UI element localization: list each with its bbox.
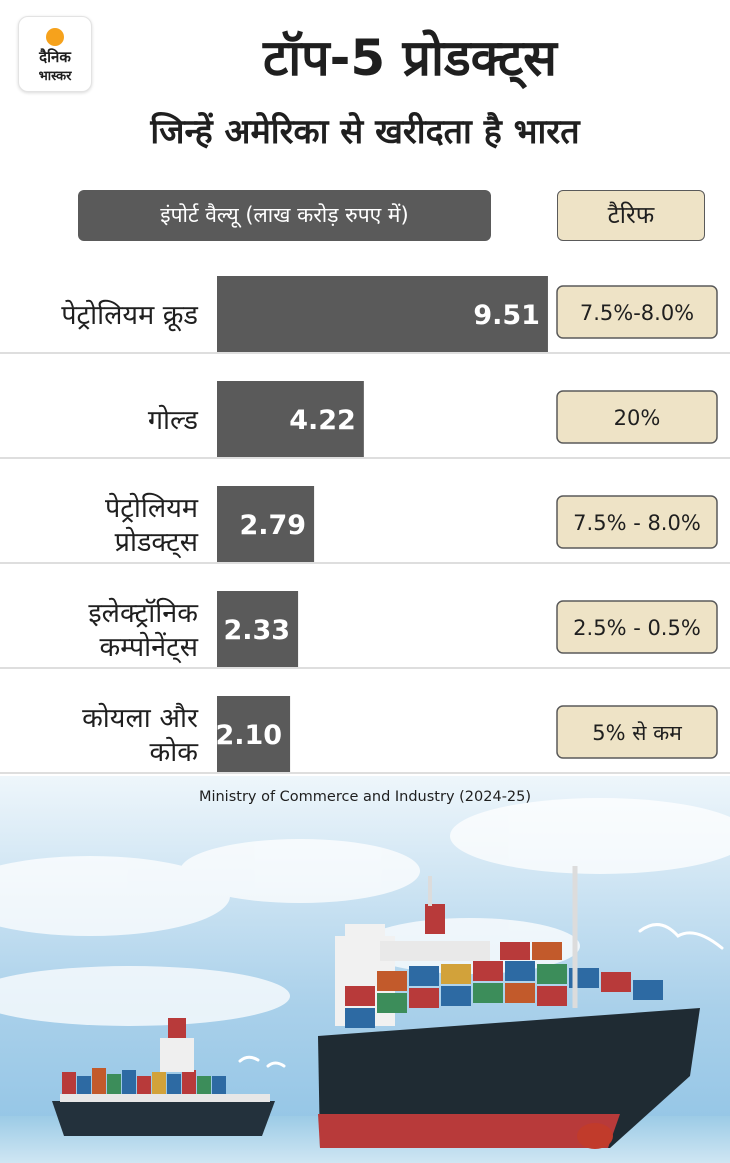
- category-label: इलेक्ट्रॉनिक: [88, 597, 199, 629]
- logo-line-1: दैनिक: [39, 48, 71, 66]
- small-ship-icon: [52, 1018, 275, 1136]
- tariff-badge: [556, 285, 718, 339]
- tariff-badge: [556, 705, 718, 759]
- bar-5: [217, 696, 291, 772]
- logo-line-2: भास्कर: [38, 69, 72, 84]
- category-label: कम्पोनेंट्स: [99, 631, 198, 663]
- tariff-value: 5% से कम: [592, 721, 682, 745]
- tariff-legend: टैरिफ: [557, 190, 705, 241]
- import-value-legend: इंपोर्ट वैल्यू (लाख करोड़ रुपए में): [78, 190, 491, 241]
- category-label: कोक: [150, 736, 200, 768]
- tariff-value: 7.5%-8.0%: [580, 301, 694, 325]
- bar-2: [217, 381, 364, 457]
- dainik-bhaskar-logo: दैनिक भास्कर: [18, 16, 92, 92]
- tariff-value: 20%: [614, 406, 661, 430]
- source-note: Ministry of Commerce and Industry (2024-…: [198, 789, 532, 805]
- category-label: गोल्ड: [148, 404, 199, 436]
- tariff-badge: [556, 495, 718, 549]
- tariff-value: 2.5% - 0.5%: [573, 616, 701, 640]
- bar-value-label: 9.51: [473, 300, 540, 331]
- seagull-icon: [238, 923, 724, 1068]
- bar-value-label: 4.22: [289, 405, 356, 436]
- page-subtitle: जिन्हें अमेरिका से खरीदता है भारत: [150, 112, 580, 152]
- bar-value-label: 2.33: [223, 615, 290, 646]
- tariff-badge: [556, 390, 718, 444]
- category-label: पेट्रोलियम क्रूड: [61, 299, 198, 332]
- category-label: प्रोडक्ट्स: [115, 526, 199, 558]
- large-ship-icon: [318, 866, 700, 1149]
- sun-icon: [46, 28, 64, 46]
- cargo-ships-illustration: [0, 776, 730, 1163]
- bar-value-label: 2.10: [215, 720, 282, 751]
- tariff-badge: [556, 600, 718, 654]
- bar-3: [217, 486, 315, 562]
- bar-1: [217, 276, 548, 352]
- page-title: टॉप-5 प्रोडक्ट्स: [263, 29, 557, 87]
- bar-4: [217, 591, 299, 667]
- bar-value-label: 2.79: [239, 510, 306, 541]
- category-label: पेट्रोलियम: [105, 492, 199, 524]
- tariff-value: 7.5% - 8.0%: [573, 511, 701, 535]
- category-label: कोयला और: [82, 702, 199, 734]
